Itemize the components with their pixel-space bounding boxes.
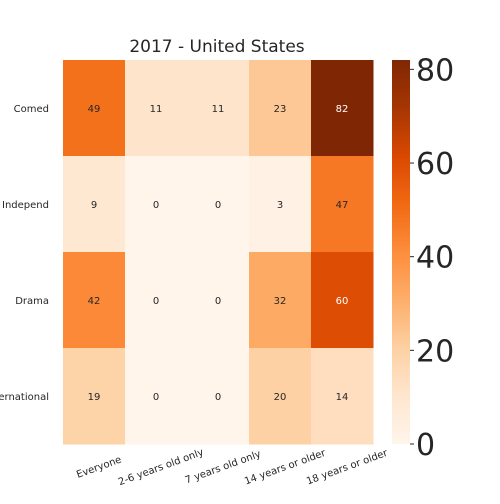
heatmap-cell	[187, 348, 250, 445]
heatmap-cell	[63, 156, 126, 253]
heatmap-cell	[311, 156, 374, 253]
colorbar-tick-label: 0	[416, 428, 435, 463]
cell-value-label: 0	[215, 296, 221, 307]
heatmap-cell	[249, 252, 312, 349]
heatmap-cells: 49 11 11 23 82 9 0 0 3 47 42 0 0 32 60 19 0 0 20 14	[63, 60, 374, 445]
row-label: Comed	[14, 104, 49, 115]
heatmap-cell	[249, 348, 312, 445]
heatmap-cell	[311, 348, 374, 445]
cell-value-label: 0	[153, 200, 159, 211]
cell-value-label: 32	[274, 296, 287, 307]
heatmap-cell	[187, 156, 250, 253]
row-labels: Comed Independ Drama International	[0, 104, 49, 403]
heatmap-cell	[125, 60, 188, 157]
cell-value-label: 0	[215, 392, 221, 403]
cell-value-label: 47	[336, 200, 349, 211]
colorbar-tick-label: 20	[416, 334, 454, 369]
chart-title: 2017 - United States	[129, 37, 304, 57]
cell-value-label: 11	[212, 104, 225, 115]
column-label: Everyone	[75, 454, 123, 480]
colorbar-tick-label: 60	[416, 147, 454, 182]
cell-value-label: 19	[88, 392, 101, 403]
cell-value-label: 0	[153, 296, 159, 307]
cell-value-label: 14	[336, 392, 349, 403]
cell-value-label: 0	[215, 200, 221, 211]
colorbar-tick-label: 40	[416, 241, 454, 276]
cell-value-label: 20	[274, 392, 287, 403]
cell-value-label: 0	[153, 392, 159, 403]
cell-value-label: 60	[336, 296, 349, 307]
colorbar: 0 20 40 60 80	[392, 53, 454, 463]
colorbar-tick-label: 80	[416, 53, 454, 88]
heatmap-cell	[187, 60, 250, 157]
heatmap-cell	[187, 252, 250, 349]
row-label: Drama	[15, 296, 49, 307]
row-label: International	[0, 392, 49, 403]
cell-value-label: 42	[88, 296, 101, 307]
heatmap-cell	[63, 60, 126, 157]
heatmap-cell	[63, 348, 126, 445]
heatmap-cell	[125, 156, 188, 253]
heatmap-cell	[311, 60, 374, 157]
cell-value-label: 3	[277, 200, 283, 211]
heatmap-cell	[63, 252, 126, 349]
cell-value-label: 23	[274, 104, 287, 115]
heatmap-cell	[125, 252, 188, 349]
heatmap-cell	[249, 60, 312, 157]
cell-value-label: 11	[150, 104, 163, 115]
cell-value-label: 82	[336, 104, 349, 115]
colorbar-gradient	[392, 60, 410, 444]
heatmap-cell	[249, 156, 312, 253]
cell-value-label: 9	[91, 200, 97, 211]
row-label: Independ	[2, 200, 49, 211]
heatmap-cell	[125, 348, 188, 445]
heatmap-cell	[311, 252, 374, 349]
cell-value-label: 49	[88, 104, 101, 115]
